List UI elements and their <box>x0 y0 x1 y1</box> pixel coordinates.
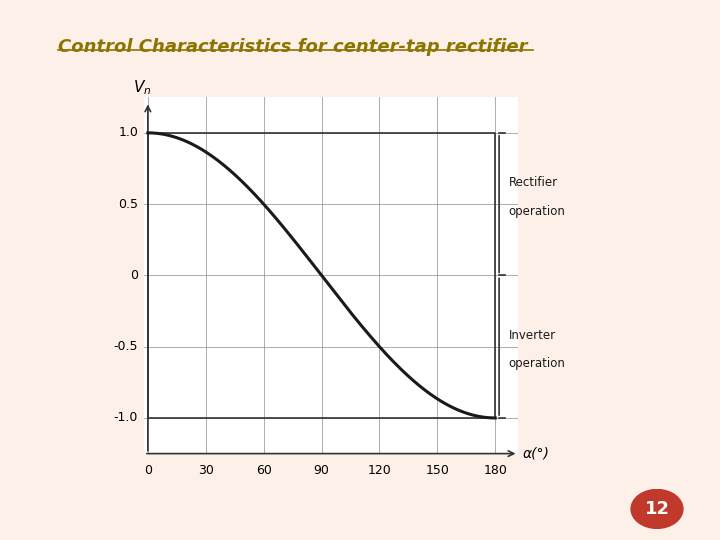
Text: 60: 60 <box>256 463 271 477</box>
Text: Control Characteristics for center-tap rectifier: Control Characteristics for center-tap r… <box>58 38 527 56</box>
Text: 30: 30 <box>198 463 214 477</box>
Text: operation: operation <box>509 357 566 370</box>
Text: 150: 150 <box>426 463 449 477</box>
Text: 0: 0 <box>130 269 138 282</box>
Text: α(°): α(°) <box>522 447 549 461</box>
Text: 0: 0 <box>144 463 152 477</box>
Text: 0.5: 0.5 <box>118 198 138 211</box>
Text: 120: 120 <box>368 463 392 477</box>
Text: 90: 90 <box>314 463 330 477</box>
Text: 12: 12 <box>644 500 670 518</box>
Text: $V_n$: $V_n$ <box>133 78 151 97</box>
Text: 180: 180 <box>483 463 507 477</box>
Text: Inverter: Inverter <box>509 329 556 342</box>
Text: Rectifier: Rectifier <box>509 176 558 189</box>
Circle shape <box>631 489 683 528</box>
Text: 1.0: 1.0 <box>118 126 138 139</box>
Text: -0.5: -0.5 <box>114 340 138 353</box>
Text: -1.0: -1.0 <box>114 411 138 424</box>
Text: operation: operation <box>509 205 566 218</box>
